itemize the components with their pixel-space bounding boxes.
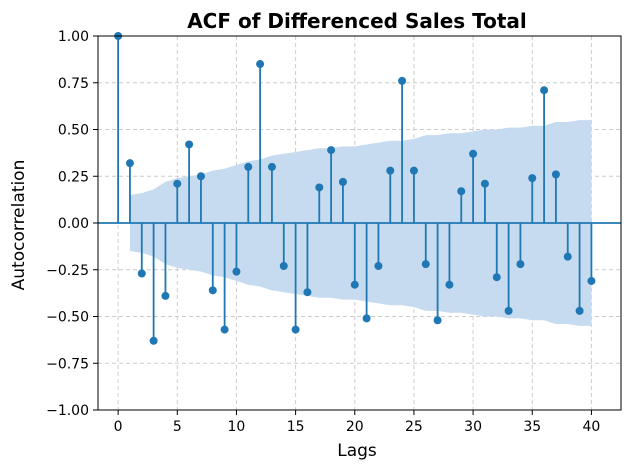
- stem-marker-lag-13: [267, 162, 276, 171]
- y-ticks: −1.00 −0.75 −0.50 −0.25 0.00 0.25 0.50 0.75 1.00: [46, 29, 98, 419]
- stem-marker-lag-35: [528, 174, 537, 183]
- stem-marker-lag-31: [480, 179, 489, 188]
- y-tick-label-8: 1.00: [58, 29, 89, 45]
- y-tick-label-6: 0.50: [58, 123, 89, 139]
- stem-marker-lag-16: [303, 288, 312, 297]
- stem-marker-lag-37: [551, 170, 560, 179]
- x-tick-label-10: 10: [228, 419, 246, 435]
- x-ticks: 0 5 10 15 20 25 30 35 40: [114, 410, 601, 435]
- stem-marker-lag-4: [161, 291, 170, 300]
- stem-marker-lag-32: [492, 273, 501, 282]
- stem-marker-lag-2: [137, 269, 146, 278]
- stem-marker-lag-14: [279, 262, 288, 271]
- stem-marker-lag-24: [398, 76, 407, 85]
- stem-marker-lag-18: [327, 146, 336, 155]
- y-tick-label-0: −1.00: [46, 403, 89, 419]
- stem-marker-lag-10: [232, 267, 241, 276]
- x-tick-label-35: 35: [523, 419, 541, 435]
- x-tick-label-40: 40: [583, 419, 601, 435]
- stem-marker-lag-38: [563, 252, 572, 261]
- y-tick-label-2: −0.50: [46, 310, 89, 326]
- stem-marker-lag-40: [587, 276, 596, 285]
- y-tick-label-5: 0.25: [58, 169, 89, 185]
- stem-marker-lag-33: [504, 306, 513, 315]
- stem-marker-lag-19: [338, 177, 347, 186]
- x-axis-label: Lags: [337, 441, 377, 461]
- stem-marker-lag-28: [445, 280, 454, 289]
- stem-marker-lag-25: [409, 166, 418, 175]
- stem-marker-lag-9: [220, 325, 229, 334]
- chart-title: ACF of Differenced Sales Total: [187, 9, 527, 33]
- stem-marker-lag-5: [173, 179, 182, 188]
- stem-marker-lag-36: [540, 86, 549, 95]
- y-tick-label-3: −0.25: [46, 263, 89, 279]
- y-tick-label-4: 0.00: [58, 216, 89, 232]
- y-tick-label-7: 0.75: [58, 76, 89, 92]
- stem-marker-lag-23: [386, 166, 395, 175]
- stem-marker-lag-34: [516, 260, 525, 269]
- y-axis-label: Autocorrelation: [9, 160, 29, 291]
- stems: [98, 32, 621, 345]
- x-tick-label-0: 0: [114, 419, 123, 435]
- y-tick-label-1: −0.75: [46, 356, 89, 372]
- stem-marker-lag-6: [185, 140, 194, 149]
- x-tick-label-20: 20: [346, 419, 364, 435]
- stem-marker-lag-12: [256, 60, 265, 69]
- stem-marker-lag-17: [315, 183, 324, 192]
- stem-marker-lag-7: [196, 172, 205, 181]
- stem-marker-lag-30: [469, 149, 478, 158]
- x-tick-label-5: 5: [173, 419, 182, 435]
- stem-marker-lag-21: [362, 314, 371, 323]
- x-tick-label-25: 25: [405, 419, 423, 435]
- stem-marker-lag-27: [433, 316, 442, 325]
- stem-marker-lag-11: [244, 162, 253, 171]
- x-tick-label-30: 30: [464, 419, 482, 435]
- stem-marker-lag-39: [575, 306, 584, 315]
- stem-marker-lag-29: [457, 187, 466, 196]
- stem-marker-lag-15: [291, 325, 300, 334]
- x-tick-label-15: 15: [287, 419, 305, 435]
- stem-marker-lag-8: [208, 286, 217, 295]
- stem-marker-lag-22: [374, 262, 383, 271]
- stem-marker-lag-1: [125, 159, 134, 168]
- stem-marker-lag-20: [350, 280, 359, 289]
- stem-marker-lag-26: [421, 260, 430, 269]
- stem-marker-lag-3: [149, 336, 158, 345]
